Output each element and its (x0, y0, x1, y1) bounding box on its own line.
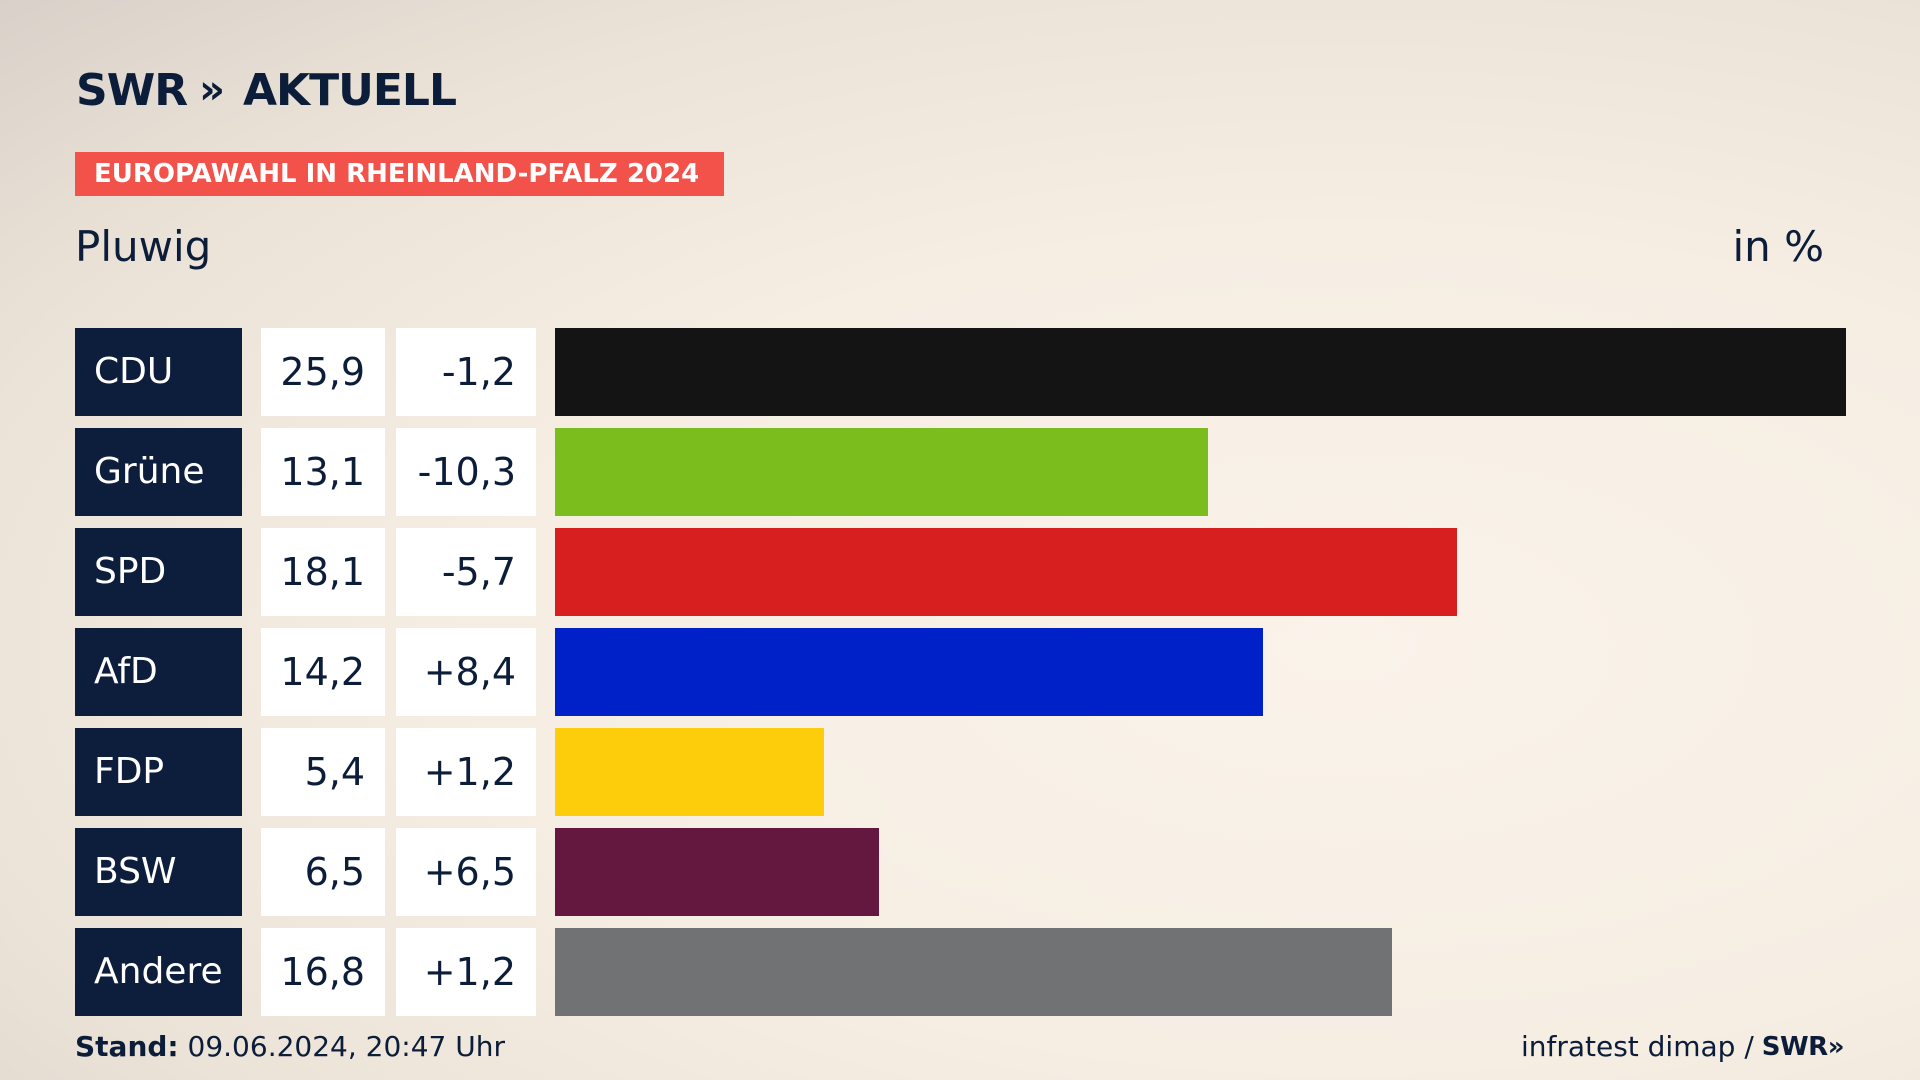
result-bar (555, 528, 1457, 616)
source-credit: infratest dimap / SWR» (1520, 1030, 1845, 1063)
chart-row: Andere 16,8 +1,2 (75, 928, 1846, 1016)
party-label: AfD (75, 628, 242, 716)
vote-change-label: -10,3 (396, 428, 536, 516)
result-bar (555, 828, 879, 916)
vote-change-label: +1,2 (396, 728, 536, 816)
party-label: CDU (75, 328, 242, 416)
result-bar (555, 928, 1392, 1016)
vote-change-label: +8,4 (396, 628, 536, 716)
stand-value: 09.06.2024, 20:47 Uhr (187, 1030, 505, 1063)
party-label: FDP (75, 728, 242, 816)
swr-mini-logo: SWR» (1761, 1031, 1845, 1062)
source-text: infratest dimap / (1520, 1030, 1754, 1063)
vote-change-label: -5,7 (396, 528, 536, 616)
vote-share-label: 18,1 (261, 528, 385, 616)
swr-aktuell-logo: SWR » AKTUELL (76, 64, 457, 116)
logo-chevron-icon: » (199, 67, 225, 113)
vote-share-label: 13,1 (261, 428, 385, 516)
vote-change-label: +1,2 (396, 928, 536, 1016)
vote-share-label: 6,5 (261, 828, 385, 916)
chart-row: FDP 5,4 +1,2 (75, 728, 1846, 816)
result-bar (555, 628, 1263, 716)
chart-row: SPD 18,1 -5,7 (75, 528, 1846, 616)
chart-row: BSW 6,5 +6,5 (75, 828, 1846, 916)
municipality-title: Pluwig (75, 222, 212, 271)
vote-share-label: 5,4 (261, 728, 385, 816)
chart-row: CDU 25,9 -1,2 (75, 328, 1846, 416)
unit-label: in % (1732, 222, 1824, 271)
vote-share-label: 16,8 (261, 928, 385, 1016)
party-label: Grüne (75, 428, 242, 516)
chart-row: AfD 14,2 +8,4 (75, 628, 1846, 716)
election-banner: EUROPAWAHL IN RHEINLAND-PFALZ 2024 (75, 152, 724, 196)
vote-share-label: 25,9 (261, 328, 385, 416)
chart-row: Grüne 13,1 -10,3 (75, 428, 1846, 516)
vote-share-label: 14,2 (261, 628, 385, 716)
stand-label: Stand: (75, 1030, 179, 1063)
timestamp: Stand: 09.06.2024, 20:47 Uhr (75, 1030, 505, 1063)
mini-logo-text: SWR (1761, 1031, 1828, 1062)
result-bar (555, 428, 1208, 516)
vote-change-label: +6,5 (396, 828, 536, 916)
logo-aktuell-text: AKTUELL (242, 64, 457, 116)
vote-change-label: -1,2 (396, 328, 536, 416)
party-label: BSW (75, 828, 242, 916)
mini-logo-chevron-icon: » (1827, 1031, 1845, 1062)
party-label: SPD (75, 528, 242, 616)
party-label: Andere (75, 928, 242, 1016)
result-bar (555, 328, 1846, 416)
result-bar (555, 728, 824, 816)
logo-swr-text: SWR (76, 64, 188, 116)
